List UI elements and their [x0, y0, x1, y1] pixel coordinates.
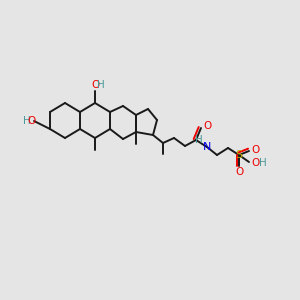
Text: S: S — [236, 150, 243, 160]
Text: O: O — [235, 167, 243, 177]
Text: N: N — [203, 142, 211, 152]
Text: H: H — [259, 158, 267, 168]
Text: H: H — [195, 135, 203, 145]
Text: H: H — [23, 116, 31, 126]
Text: H: H — [97, 80, 105, 90]
Text: O: O — [251, 158, 259, 168]
Text: O: O — [91, 80, 99, 90]
Text: O: O — [252, 145, 260, 155]
Text: O: O — [28, 116, 36, 126]
Text: O: O — [204, 121, 212, 131]
